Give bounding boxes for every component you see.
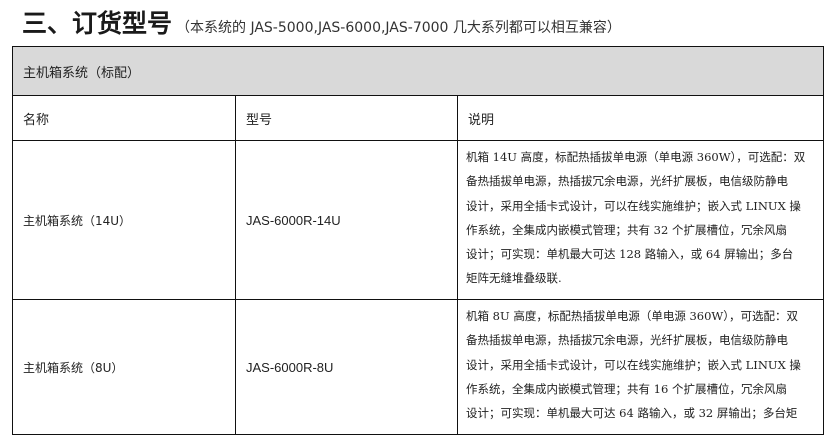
desc-line: 机箱 14U 高度，标配热插拔单电源（单电源 360W），可选配：双 <box>466 150 806 164</box>
section-heading: 三、订货型号 （本系统的 JAS-5000,JAS-6000,JAS-7000 … <box>22 4 621 38</box>
table-row: 主机箱系统（14U） JAS-6000R-14U 机箱 14U 高度，标配热插拔… <box>12 140 824 300</box>
desc-line: 机箱 8U 高度，标配热插拔单电源（单电源 360W），可选配：双 <box>466 309 798 323</box>
cell-name: 主机箱系统（14U） <box>12 140 236 300</box>
table-section-row: 主机箱系统（标配） <box>12 46 824 96</box>
cell-desc: 机箱 14U 高度，标配热插拔单电源（单电源 360W），可选配：双 备热插拔单… <box>457 140 824 300</box>
heading-title: 三、订货型号 <box>22 9 173 38</box>
header-desc: 说明 <box>457 95 824 141</box>
desc-line: 设计，采用全插卡式设计，可以在线实施维护；嵌入式 LINUX 操 <box>466 198 801 213</box>
cell-model: JAS-6000R-14U <box>235 140 458 300</box>
section-label: 主机箱系统（标配） <box>12 46 824 96</box>
heading-subtitle: （本系统的 JAS-5000,JAS-6000,JAS-7000 几大系列都可以… <box>176 20 621 36</box>
table-header-row: 名称 型号 说明 <box>12 95 824 141</box>
table-row: 主机箱系统（8U） JAS-6000R-8U 机箱 8U 高度，标配热插拔单电源… <box>12 299 824 435</box>
desc-line: 作系统，全集成内嵌模式管理；共有 16 个扩展槽位，冗余风扇 <box>466 381 787 396</box>
desc-line: 设计；可实现：单机最大可达 128 路输入，或 64 屏输出；多台 <box>466 247 794 262</box>
desc-line: 作系统，全集成内嵌模式管理；共有 32 个扩展槽位，冗余风扇 <box>466 222 787 237</box>
cell-desc: 机箱 8U 高度，标配热插拔单电源（单电源 360W），可选配：双 备热插拔单电… <box>457 299 824 435</box>
header-model: 型号 <box>235 95 458 141</box>
desc-line: 备热插拔单电源，热插拔冗余电源，光纤扩展板，电信级防静电 <box>466 174 788 189</box>
desc-line: 矩阵无缝堆叠级联. <box>466 271 562 286</box>
header-name: 名称 <box>12 95 236 141</box>
order-model-table: 主机箱系统（标配） 名称 型号 说明 主机箱系统（14U） JAS-6000R-… <box>12 46 824 435</box>
desc-line: 备热插拔单电源，热插拔冗余电源，光纤扩展板，电信级防静电 <box>466 333 788 348</box>
cell-model: JAS-6000R-8U <box>235 299 458 435</box>
cell-name: 主机箱系统（8U） <box>12 299 236 435</box>
desc-line: 设计；可实现：单机最大可达 64 路输入，或 32 屏输出；多台矩 <box>466 406 798 421</box>
desc-line: 设计，采用全插卡式设计，可以在线实施维护；嵌入式 LINUX 操 <box>466 357 801 372</box>
